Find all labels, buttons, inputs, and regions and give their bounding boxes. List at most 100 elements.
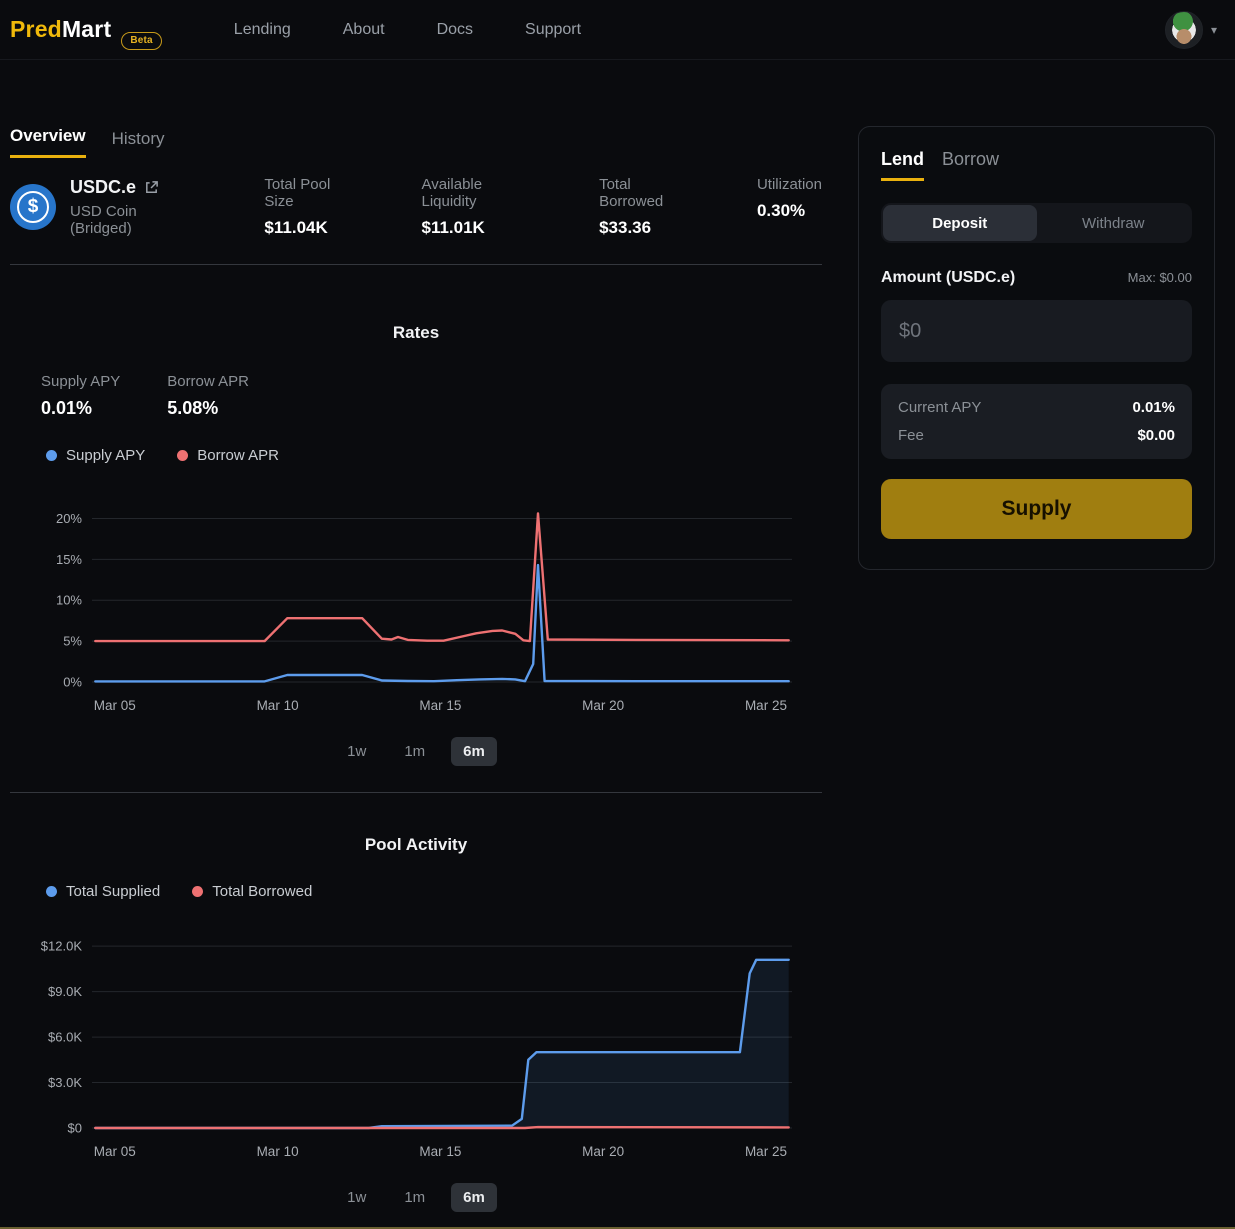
- svg-text:Mar 15: Mar 15: [419, 1144, 461, 1159]
- fee-label: Fee: [898, 427, 924, 444]
- pool-range-buttons: 1w 1m 6m: [10, 1183, 822, 1212]
- stat-label: Utilization: [756, 176, 822, 193]
- svg-text:Mar 10: Mar 10: [257, 1144, 299, 1159]
- svg-text:$6.0K: $6.0K: [48, 1030, 82, 1045]
- page-tabs: Overview History: [10, 126, 822, 158]
- max-balance-label[interactable]: Max: $0.00: [1127, 270, 1192, 285]
- deposit-segment[interactable]: Deposit: [883, 205, 1037, 241]
- nav-item-lending[interactable]: Lending: [233, 20, 291, 38]
- beta-badge: Beta: [121, 31, 162, 50]
- rates-legend: Supply APY Borrow APR: [46, 447, 822, 464]
- stat-label: Total Borrowed: [599, 176, 664, 210]
- tab-overview[interactable]: Overview: [10, 126, 86, 158]
- top-nav-bar: Pred Mart Beta Lending About Docs Support ▾: [0, 0, 1235, 60]
- token-stats: Total Pool Size $11.04K Available Liquidit…: [264, 176, 822, 238]
- nav-item-about[interactable]: About: [342, 20, 385, 38]
- lend-panel: Lend Borrow Deposit Withdraw Amount (USD…: [858, 126, 1215, 570]
- rates-stats: Supply APY 0.01% Borrow APR 5.08%: [41, 373, 822, 419]
- legend-dot-icon: [192, 886, 204, 897]
- legend-item-total-supplied: Total Supplied: [46, 883, 160, 900]
- legend-item-borrow-apr: Borrow APR: [177, 447, 279, 464]
- legend-dot-icon: [46, 450, 57, 461]
- token-name: USD Coin (Bridged): [70, 203, 137, 237]
- pool-legend: Total Supplied Total Borrowed: [46, 883, 822, 900]
- brand-logo[interactable]: Pred Mart Beta: [10, 15, 162, 50]
- stat-label: Available Liquidity: [421, 176, 483, 210]
- range-button-6m[interactable]: 6m: [451, 1183, 497, 1212]
- svg-text:10%: 10%: [56, 593, 82, 608]
- svg-text:Mar 20: Mar 20: [582, 1144, 624, 1159]
- rate-stat-supply-apy: Supply APY 0.01%: [41, 373, 120, 419]
- tab-lend[interactable]: Lend: [881, 149, 924, 181]
- pool-activity-chart: $0 $3.0K $6.0K $9.0K $12.0K Mar 05 Mar 10 Mar 1…: [10, 922, 822, 1169]
- token-header: USDC.e USD Coin (Bridged) Total Pool Siz…: [10, 176, 822, 238]
- stat-total-pool-size: Total Pool Size $11.04K: [264, 176, 363, 238]
- amount-input[interactable]: [881, 300, 1192, 362]
- current-apy-label: Current APY: [898, 399, 982, 416]
- external-link-icon[interactable]: [144, 180, 159, 195]
- summary-box: Current APY 0.01% Fee $0.00: [881, 384, 1192, 459]
- svg-text:Mar 05: Mar 05: [94, 698, 136, 713]
- range-button-1w[interactable]: 1w: [347, 1189, 367, 1206]
- svg-text:$12.0K: $12.0K: [41, 939, 83, 954]
- stat-value: $11.04K: [264, 218, 328, 237]
- range-button-1m[interactable]: 1m: [404, 1189, 426, 1206]
- svg-text:$0: $0: [68, 1121, 82, 1136]
- brand-logo-pred: Pred: [10, 15, 62, 42]
- svg-text:$9.0K: $9.0K: [48, 984, 82, 999]
- chart-canvas: $0 $3.0K $6.0K $9.0K $12.0K Mar 05 Mar 10 Mar 1…: [41, 939, 792, 1159]
- svg-text:0%: 0%: [63, 675, 82, 690]
- legend-label: Supply APY: [66, 447, 146, 464]
- chevron-down-icon[interactable]: ▾: [1210, 22, 1217, 37]
- section-divider: [10, 264, 822, 265]
- svg-text:Mar 25: Mar 25: [745, 698, 787, 713]
- rates-chart: 0% 5% 10% 15% 20% Mar 05 Mar 10 Mar 15 Mar 20 Mar…: [10, 486, 822, 723]
- fee-value: $0.00: [1137, 427, 1175, 444]
- rates-range-buttons: 1w 1m 6m: [10, 737, 822, 766]
- legend-label: Borrow APR: [197, 447, 279, 464]
- legend-label: Total Supplied: [66, 883, 161, 900]
- stat-label: Supply APY: [41, 373, 121, 390]
- legend-label: Total Borrowed: [212, 883, 313, 900]
- stat-available-liquidity: Available Liquidity $11.01K: [421, 176, 541, 238]
- svg-text:Mar 20: Mar 20: [582, 698, 624, 713]
- token-symbol: USDC.e: [70, 177, 137, 197]
- stat-utilization: Utilization 0.30%: [757, 176, 822, 238]
- chart-canvas: 0% 5% 10% 15% 20% Mar 05 Mar 10 Mar 15 Mar 20 Mar…: [56, 511, 792, 713]
- legend-dot-icon: [46, 886, 57, 897]
- stat-value: 0.30%: [756, 201, 806, 220]
- withdraw-segment[interactable]: Withdraw: [1081, 214, 1145, 232]
- svg-text:$3.0K: $3.0K: [48, 1075, 82, 1090]
- tab-borrow[interactable]: Borrow: [942, 149, 1000, 169]
- legend-dot-icon: [177, 450, 189, 461]
- legend-item-total-borrowed: Total Borrowed: [192, 883, 312, 900]
- range-button-6m[interactable]: 6m: [451, 737, 497, 766]
- bottom-accent-line: [0, 1227, 1235, 1229]
- nav-item-support[interactable]: Support: [525, 20, 582, 38]
- stat-value: 0.01%: [41, 398, 93, 418]
- stat-label: Borrow APR: [167, 373, 249, 390]
- section-divider: [10, 792, 822, 793]
- stat-value: $33.36: [599, 218, 652, 237]
- supply-button[interactable]: Supply: [881, 479, 1192, 539]
- user-avatar[interactable]: [1164, 10, 1203, 49]
- nav-item-docs[interactable]: Docs: [436, 20, 474, 38]
- svg-text:Mar 10: Mar 10: [257, 698, 299, 713]
- stat-value: $11.01K: [421, 218, 485, 237]
- legend-item-supply-apy: Supply APY: [46, 447, 145, 464]
- lend-borrow-tabs: Lend Borrow: [881, 149, 1192, 181]
- svg-text:Mar 15: Mar 15: [419, 698, 461, 713]
- usdc-token-icon: [10, 184, 56, 230]
- main-nav: Lending About Docs Support: [234, 21, 581, 39]
- svg-text:15%: 15%: [56, 552, 82, 567]
- svg-text:20%: 20%: [56, 511, 82, 526]
- range-button-1w[interactable]: 1w: [347, 743, 367, 760]
- stat-value: 5.08%: [167, 398, 219, 418]
- svg-text:Mar 25: Mar 25: [745, 1144, 787, 1159]
- tab-history[interactable]: History: [111, 129, 165, 148]
- range-button-1m[interactable]: 1m: [404, 743, 426, 760]
- current-apy-value: 0.01%: [1132, 399, 1175, 416]
- rate-stat-borrow-apr: Borrow APR 5.08%: [167, 373, 249, 419]
- stat-label: Total Pool Size: [264, 176, 331, 210]
- deposit-withdraw-toggle: Deposit Withdraw: [881, 203, 1192, 243]
